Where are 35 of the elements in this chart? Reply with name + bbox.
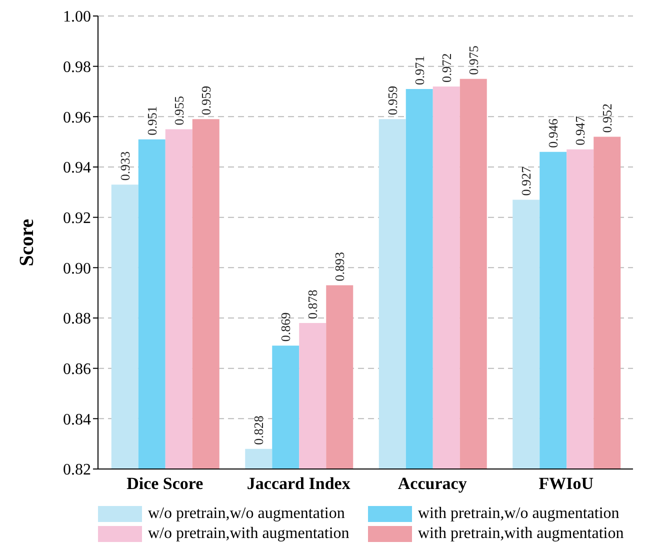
legend-label: with pretrain,w/o augmentation bbox=[418, 505, 620, 523]
data-label: 0.959 bbox=[198, 86, 214, 116]
data-label: 0.893 bbox=[332, 252, 348, 282]
legend-label: w/o pretrain,w/o augmentation bbox=[148, 505, 345, 523]
x-tick-label: Dice Score bbox=[126, 474, 204, 494]
data-label: 0.951 bbox=[144, 106, 160, 136]
y-tick-label: 0.92 bbox=[63, 210, 91, 228]
data-label: 0.971 bbox=[412, 56, 427, 85]
y-tick-label: 1.00 bbox=[63, 8, 91, 26]
y-tick-label: 0.88 bbox=[63, 310, 91, 328]
data-label: 0.927 bbox=[518, 166, 534, 196]
data-label: 0.946 bbox=[546, 118, 561, 148]
y-tick-label: 0.82 bbox=[63, 462, 91, 479]
data-label: 0.947 bbox=[572, 116, 588, 146]
data-label: 0.975 bbox=[466, 46, 481, 75]
x-tick-label: Accuracy bbox=[398, 474, 468, 494]
y-tick-label: 0.84 bbox=[63, 411, 91, 428]
data-label: 0.869 bbox=[278, 312, 294, 342]
y-tick-label: 0.98 bbox=[63, 59, 91, 76]
data-label: 0.878 bbox=[305, 290, 320, 320]
y-tick-label: 0.96 bbox=[63, 109, 91, 126]
y-axis-title: Score bbox=[16, 218, 38, 266]
legend-label: w/o pretrain,with augmentation bbox=[148, 525, 350, 543]
data-label: 0.955 bbox=[171, 96, 186, 126]
y-tick-label: 0.90 bbox=[63, 260, 91, 278]
x-tick-label: Jaccard Index bbox=[246, 474, 351, 494]
legend-label: with pretrain,with augmentation bbox=[418, 525, 624, 543]
data-label: 0.933 bbox=[117, 151, 132, 181]
y-tick-label: 0.86 bbox=[63, 361, 91, 378]
x-tick-label: FWIoU bbox=[538, 474, 594, 494]
y-tick-label: 0.94 bbox=[63, 160, 91, 177]
data-label: 0.972 bbox=[438, 53, 454, 82]
data-label: 0.828 bbox=[251, 416, 266, 445]
data-label: 0.959 bbox=[384, 86, 400, 116]
data-label: 0.952 bbox=[600, 104, 615, 133]
